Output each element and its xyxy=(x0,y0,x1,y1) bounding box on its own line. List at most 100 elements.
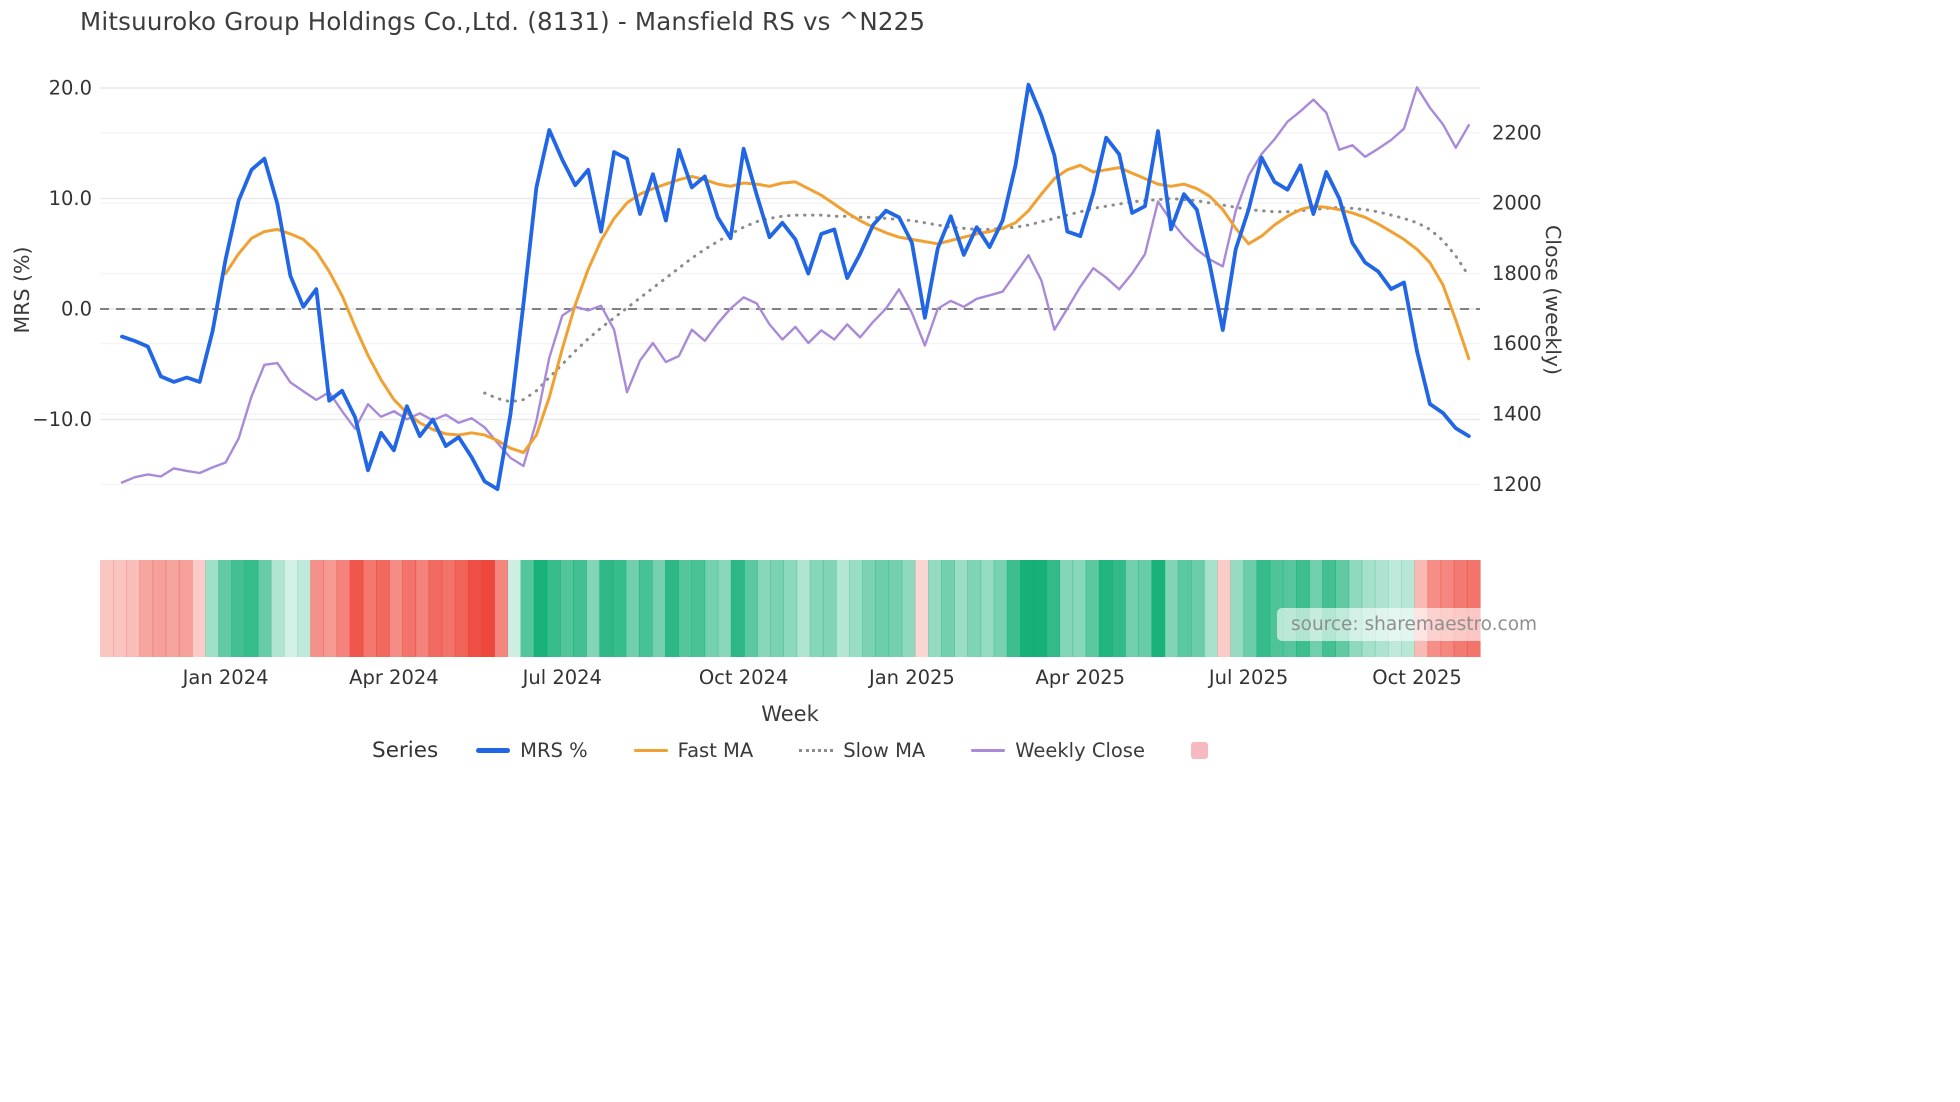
heatmap-cell xyxy=(362,560,377,657)
left-axis-title: MRS (%) xyxy=(10,246,34,334)
right-tick-label: 2000 xyxy=(1492,192,1542,215)
heatmap-cell xyxy=(1098,560,1113,657)
heatmap-cell xyxy=(1151,560,1166,657)
right-tick-label: 1800 xyxy=(1492,262,1542,285)
heatmap-cell xyxy=(901,560,916,657)
series-slow-ma xyxy=(483,197,1471,404)
heatmap-cell xyxy=(376,560,390,657)
heatmap-cell xyxy=(192,560,206,657)
x-axis-title: Week xyxy=(761,702,819,726)
heatmap-cell xyxy=(744,560,758,657)
heatmap-cell xyxy=(1138,560,1153,657)
heatmap-cell xyxy=(1006,560,1021,657)
legend-title: Series xyxy=(372,738,439,763)
heatmap-cell xyxy=(1125,560,1139,657)
heatmap-cell xyxy=(678,560,693,657)
heatmap-cell xyxy=(980,560,995,657)
heatmap-cell xyxy=(573,560,587,657)
heatmap-cell xyxy=(954,560,969,657)
heatmap-cell xyxy=(415,560,430,657)
heatmap-cell xyxy=(875,560,890,657)
right-tick-label: 1600 xyxy=(1492,332,1542,355)
heatmap-cell xyxy=(941,560,955,657)
heatmap-cell xyxy=(533,560,548,657)
left-tick-label: 10.0 xyxy=(49,187,92,210)
heatmap-cell xyxy=(1059,560,1074,657)
legend-label: Weekly Close xyxy=(1015,739,1145,762)
line-swatch xyxy=(971,749,1006,752)
heatmap-cell xyxy=(665,560,679,657)
legend-item-fast-ma: Fast MA xyxy=(633,739,754,762)
heatmap-cell xyxy=(402,560,417,657)
heatmap-cell xyxy=(284,560,298,657)
heatmap-cell xyxy=(586,560,601,657)
heatmap-cell xyxy=(546,560,561,657)
heatmap-cell xyxy=(178,560,193,657)
heatmap-cell xyxy=(1190,560,1205,657)
source-watermark: source: sharemaestro.com xyxy=(1277,608,1552,641)
line-swatch xyxy=(633,748,668,753)
heatmap-cell xyxy=(717,560,732,657)
heatmap-cell xyxy=(270,560,285,657)
heatmap-cell xyxy=(638,560,653,657)
legend-item-weekly-close: Weekly Close xyxy=(971,739,1145,762)
chart-title: Mitsuuroko Group Holdings Co.,Ltd. (8131… xyxy=(80,7,926,36)
heatmap-cell xyxy=(1204,560,1218,657)
heatmap-cell xyxy=(389,560,403,657)
x-tick-label: Jan 2025 xyxy=(867,666,955,689)
heatmap-cell xyxy=(1177,560,1192,657)
heatmap-cell xyxy=(914,560,929,657)
heatmap-cell xyxy=(126,560,141,657)
heatmap-cell xyxy=(1164,560,1179,657)
heatmap-cell xyxy=(1112,560,1126,657)
heatmap-cell xyxy=(928,560,942,657)
right-tick-label: 2200 xyxy=(1492,122,1542,145)
heatmap-cell xyxy=(336,560,351,657)
heatmap-cell xyxy=(205,560,219,657)
heatmap-cell xyxy=(1230,560,1245,657)
heatmap-cell xyxy=(691,560,706,657)
heatmap-cell xyxy=(612,560,627,657)
heatmap-cell xyxy=(849,560,863,657)
heatmap-cell xyxy=(100,560,114,657)
heatmap-cell xyxy=(520,560,535,657)
heatmap-cell xyxy=(1046,560,1061,657)
legend-item-mrs: MRS % xyxy=(476,739,588,762)
line-swatch xyxy=(476,748,511,753)
heatmap-swatch xyxy=(1190,742,1208,759)
legend: Series MRS % Fast MA Slow MA Weekly Close xyxy=(0,738,1580,763)
heatmap-cell xyxy=(1072,560,1087,657)
heatmap-cell xyxy=(507,560,522,657)
heatmap-cell xyxy=(152,560,167,657)
heatmap-cell xyxy=(139,560,154,657)
legend-item-slow-ma: Slow MA xyxy=(799,739,925,762)
heatmap-cell xyxy=(836,560,850,657)
x-tick-label: Apr 2025 xyxy=(1036,666,1126,689)
heatmap-cell xyxy=(822,560,837,657)
right-tick-label: 1200 xyxy=(1492,473,1542,496)
heatmap-cell xyxy=(494,560,509,657)
heatmap-cell xyxy=(441,560,456,657)
heatmap-cell xyxy=(967,560,982,657)
heatmap-cell xyxy=(1217,560,1231,657)
heatmap-cell xyxy=(560,560,574,657)
x-tick-label: Jul 2024 xyxy=(521,666,602,689)
heatmap-cell xyxy=(730,560,745,657)
heatmap-cell xyxy=(1033,560,1047,657)
series-fast-ma xyxy=(224,163,1471,455)
heatmap-cell xyxy=(704,560,719,657)
heatmap-cell xyxy=(1020,560,1034,657)
heatmap-cell xyxy=(625,560,640,657)
dotted-line-swatch xyxy=(799,749,834,752)
heatmap-cell xyxy=(231,560,246,657)
axis-tick-labels: 20.0 10.0 0.0 −10.0 2200 2000 1800 1600 1400 1200… xyxy=(32,77,1541,690)
legend-label: Fast MA xyxy=(677,739,754,762)
heatmap-cell xyxy=(165,560,180,657)
right-tick-label: 1400 xyxy=(1492,403,1542,426)
heatmap-cell xyxy=(809,560,824,657)
heatmap-cell xyxy=(454,560,469,657)
heatmap-cell xyxy=(757,560,771,657)
heatmap-cell xyxy=(1243,560,1258,657)
